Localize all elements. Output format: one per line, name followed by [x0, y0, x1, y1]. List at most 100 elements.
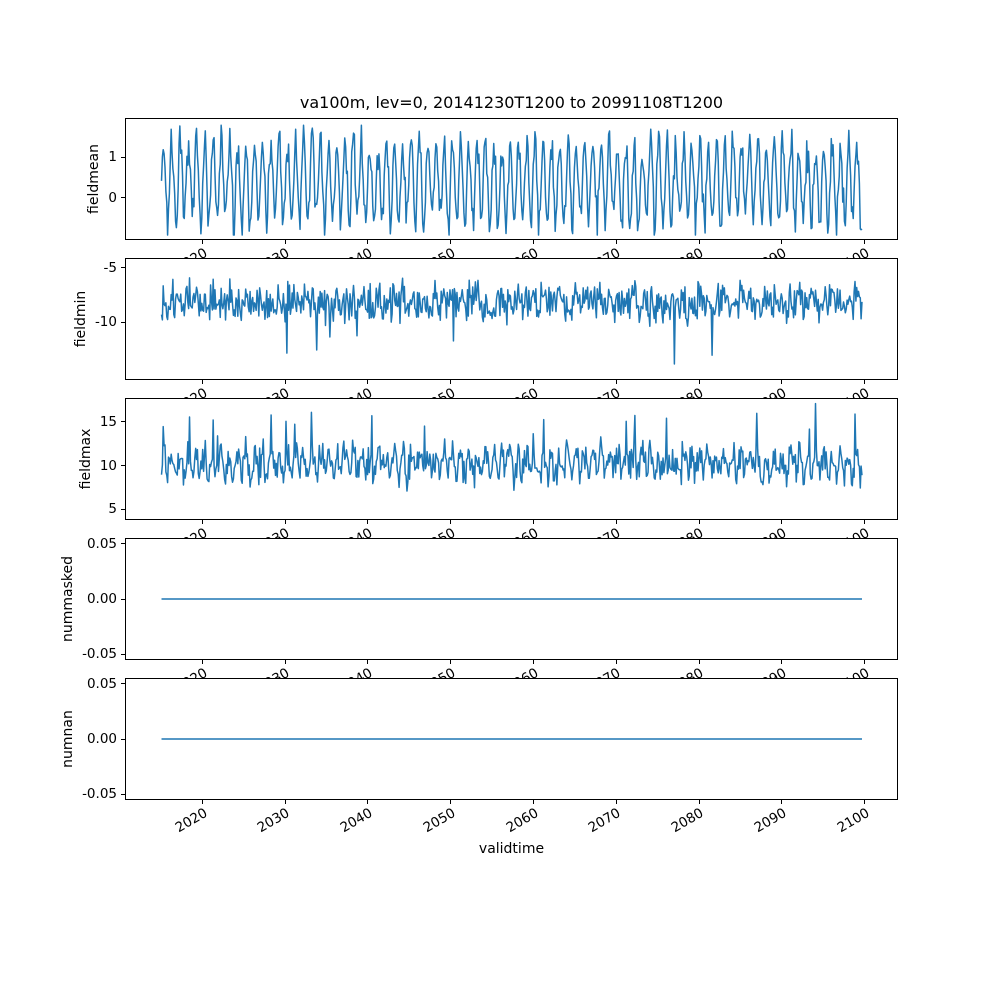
x-tick-label: 2090	[751, 805, 790, 837]
x-tick-mark	[698, 660, 700, 664]
subplot-fieldmin: -5-1020202030204020502060207020802090210…	[73, 258, 898, 416]
y-tick-label: 1	[108, 149, 117, 166]
y-tick-mark	[121, 267, 125, 269]
x-tick-mark	[284, 520, 286, 524]
plot-area	[125, 398, 898, 520]
subplot-nummasked: 0.050.00-0.05202020302040205020602070208…	[60, 536, 898, 696]
x-tick-mark	[284, 380, 286, 384]
y-tick-mark	[121, 197, 125, 199]
y-tick-label: 0.00	[86, 731, 117, 747]
x-tick-mark	[864, 660, 866, 664]
y-tick-mark	[121, 738, 125, 740]
x-tick-mark	[450, 240, 452, 244]
x-tick-mark	[367, 240, 369, 244]
subplot-numnan: 0.05 0.00 -0.05 2020 2030 2040 2050 2060 2070 208…	[60, 676, 898, 836]
x-tick-mark	[450, 660, 452, 664]
chart-title: va100m, lev=0, 20141230T1200 to 20991108…	[299, 93, 724, 112]
x-tick-mark	[367, 660, 369, 664]
x-tick-mark	[201, 520, 203, 524]
x-tick-mark	[284, 240, 286, 244]
y-tick-label: 10	[99, 457, 117, 474]
x-tick-mark	[284, 660, 286, 664]
y-axis-title: numnan	[60, 710, 76, 768]
y-tick-label: 5	[108, 501, 117, 518]
x-tick-mark	[698, 520, 700, 524]
y-tick-label: -0.05	[82, 646, 117, 663]
subplot-fieldmax: 1510520202030204020502060207020802090210…	[78, 398, 898, 556]
line-series	[161, 738, 862, 740]
x-tick-mark	[450, 800, 452, 804]
x-tick-mark	[367, 800, 369, 804]
x-tick-mark	[781, 520, 783, 524]
y-tick-mark	[121, 793, 125, 795]
y-tick-mark	[121, 683, 125, 685]
y-tick-mark	[121, 421, 125, 423]
y-tick-label: 0.05	[86, 535, 117, 552]
x-tick-mark	[864, 240, 866, 244]
x-tick-mark	[698, 380, 700, 384]
y-axis-title: nummasked	[60, 555, 76, 643]
y-tick-mark	[121, 321, 125, 323]
x-tick-mark	[615, 520, 617, 524]
x-tick-mark	[615, 660, 617, 664]
y-tick-label: -5	[103, 259, 117, 276]
x-tick-label: 2020	[172, 805, 210, 837]
y-tick-label: 0.05	[86, 675, 117, 692]
x-tick-mark	[615, 800, 617, 804]
x-tick-mark	[864, 520, 866, 524]
plot-area	[125, 118, 898, 240]
y-axis-title: fieldmin	[73, 290, 89, 348]
x-tick-mark	[284, 800, 286, 804]
x-tick-mark	[864, 380, 866, 384]
subplot-fieldmean: 10202020302040205020602070208020902100fi…	[86, 118, 898, 276]
x-tick-mark	[615, 240, 617, 244]
y-tick-mark	[121, 508, 125, 510]
line-series	[161, 598, 862, 600]
x-axis-title: validtime	[478, 841, 545, 857]
y-axis-title: fieldmean	[86, 144, 102, 214]
line-series	[160, 277, 863, 365]
x-tick-mark	[781, 800, 783, 804]
x-tick-mark	[450, 380, 452, 384]
x-tick-mark	[533, 380, 535, 384]
x-tick-mark	[450, 520, 452, 524]
x-tick-mark	[533, 520, 535, 524]
y-tick-label: -10	[94, 314, 117, 331]
x-tick-label: 2050	[420, 805, 459, 837]
y-axis-title: fieldmax	[78, 428, 94, 490]
y-tick-mark	[121, 598, 125, 600]
x-tick-label: 2040	[337, 805, 376, 837]
y-tick-label: 15	[99, 413, 117, 430]
y-tick-mark	[121, 653, 125, 655]
x-tick-mark	[367, 380, 369, 384]
x-tick-mark	[201, 800, 203, 804]
x-tick-mark	[533, 660, 535, 664]
x-tick-mark	[781, 660, 783, 664]
x-tick-mark	[201, 240, 203, 244]
x-tick-label: 2060	[503, 805, 542, 837]
x-tick-mark	[864, 800, 866, 804]
x-tick-mark	[698, 800, 700, 804]
plot-area	[125, 258, 898, 380]
x-tick-label: 2100	[834, 805, 873, 837]
y-tick-mark	[121, 156, 125, 158]
plot-area	[125, 678, 898, 800]
x-tick-mark	[781, 380, 783, 384]
line-series	[160, 124, 863, 236]
y-tick-label: 0.00	[86, 591, 117, 607]
x-tick-mark	[698, 240, 700, 244]
x-tick-mark	[201, 380, 203, 384]
x-tick-label: 2070	[586, 805, 624, 837]
y-tick-mark	[121, 543, 125, 545]
x-tick-label: 2030	[254, 805, 293, 837]
x-tick-mark	[367, 520, 369, 524]
y-tick-mark	[121, 465, 125, 467]
y-tick-label: 0	[108, 189, 117, 206]
x-tick-label: 2080	[668, 805, 707, 837]
y-tick-label: -0.05	[82, 786, 117, 803]
line-series	[160, 402, 863, 492]
x-tick-mark	[533, 240, 535, 244]
x-tick-mark	[201, 660, 203, 664]
x-tick-mark	[533, 800, 535, 804]
